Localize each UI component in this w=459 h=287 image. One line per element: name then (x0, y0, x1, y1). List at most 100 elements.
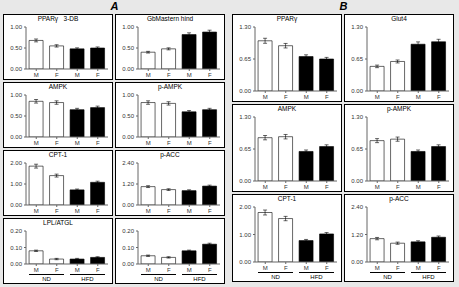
svg-text:1.00: 1.00 (10, 24, 22, 30)
svg-text:F: F (96, 208, 100, 214)
html-text:B: B (339, 0, 348, 12)
svg-text:0.00: 0.00 (239, 88, 251, 94)
svg-text:F: F (325, 184, 329, 190)
svg-text:F: F (167, 140, 171, 146)
svg-text:M: M (375, 184, 380, 190)
svg-text:F: F (437, 184, 441, 190)
svg-text:0.00: 0.00 (10, 66, 22, 72)
svg-text:F: F (55, 208, 59, 214)
svg-text:M: M (416, 94, 421, 100)
svg-text:0.00: 0.00 (122, 202, 134, 208)
svg-text:M: M (263, 184, 268, 190)
svg-text:F: F (55, 72, 59, 78)
svg-text:F: F (284, 184, 288, 190)
svg-text:1.20: 1.20 (122, 181, 134, 187)
svg-text:M: M (263, 94, 268, 100)
svg-text:1.00: 1.00 (10, 92, 22, 98)
svg-text:M: M (187, 267, 192, 273)
svg-text:M: M (75, 140, 80, 146)
svg-text:1.00: 1.00 (10, 181, 22, 187)
svg-text:F: F (437, 94, 441, 100)
svg-text:0.00: 0.00 (10, 261, 22, 267)
svg-text:1.00: 1.00 (122, 24, 134, 30)
svg-text:0.10: 0.10 (10, 245, 22, 251)
svg-text:F: F (208, 72, 212, 78)
svg-text:F: F (96, 267, 100, 273)
svg-text:M: M (34, 267, 39, 273)
svg-text:M: M (187, 72, 192, 78)
svg-text:0.00: 0.00 (351, 88, 363, 94)
svg-text:M: M (416, 265, 421, 271)
svg-text:F: F (396, 265, 400, 271)
svg-text:1.20: 1.20 (351, 232, 363, 238)
svg-text:F: F (284, 94, 288, 100)
svg-text:M: M (187, 140, 192, 146)
svg-text:M: M (375, 265, 380, 271)
svg-text:0.00: 0.00 (239, 178, 251, 184)
svg-text:F: F (167, 72, 171, 78)
svg-text:F: F (325, 265, 329, 271)
svg-text:0.20: 0.20 (10, 228, 22, 234)
svg-text:0.00: 0.00 (122, 66, 134, 72)
svg-text:F: F (208, 208, 212, 214)
svg-text:M: M (34, 208, 39, 214)
svg-text:F: F (396, 94, 400, 100)
svg-text:F: F (396, 184, 400, 190)
svg-text:0.65: 0.65 (351, 146, 363, 152)
svg-text:F: F (96, 72, 100, 78)
svg-text:M: M (263, 265, 268, 271)
svg-text:2.40: 2.40 (122, 160, 134, 166)
svg-text:1.30: 1.30 (239, 24, 251, 30)
svg-text:0.00: 0.00 (239, 259, 251, 265)
svg-text:M: M (304, 94, 309, 100)
html-text:A: A (110, 0, 119, 12)
svg-text:1.00: 1.00 (239, 232, 251, 238)
svg-text:1.30: 1.30 (351, 24, 363, 30)
svg-text:0.00: 0.00 (10, 134, 22, 140)
svg-text:0.50: 0.50 (10, 113, 22, 119)
svg-text:F: F (437, 265, 441, 271)
svg-text:F: F (55, 267, 59, 273)
svg-text:0.65: 0.65 (351, 56, 363, 62)
svg-text:M: M (34, 72, 39, 78)
svg-text:0.50: 0.50 (122, 45, 134, 51)
svg-text:0.50: 0.50 (10, 45, 22, 51)
svg-text:M: M (75, 208, 80, 214)
svg-text:M: M (187, 208, 192, 214)
svg-text:1.30: 1.30 (351, 114, 363, 120)
svg-text:F: F (167, 208, 171, 214)
svg-text:0.50: 0.50 (122, 113, 134, 119)
svg-text:F: F (208, 140, 212, 146)
svg-text:M: M (304, 184, 309, 190)
svg-text:M: M (146, 208, 151, 214)
svg-text:F: F (55, 140, 59, 146)
svg-text:M: M (146, 140, 151, 146)
svg-text:2.00: 2.00 (239, 204, 251, 210)
svg-text:0.00: 0.00 (122, 134, 134, 140)
svg-text:F: F (325, 94, 329, 100)
svg-text:1.30: 1.30 (239, 114, 251, 120)
svg-text:M: M (146, 267, 151, 273)
svg-text:2.40: 2.40 (351, 204, 363, 210)
svg-text:F: F (284, 265, 288, 271)
svg-text:0.20: 0.20 (122, 228, 134, 234)
svg-text:0.00: 0.00 (351, 178, 363, 184)
svg-text:M: M (146, 72, 151, 78)
svg-text:0.00: 0.00 (10, 202, 22, 208)
svg-text:0.65: 0.65 (239, 146, 251, 152)
svg-text:1.00: 1.00 (122, 92, 134, 98)
svg-text:2.00: 2.00 (10, 160, 22, 166)
svg-text:F: F (208, 267, 212, 273)
svg-text:M: M (75, 72, 80, 78)
svg-text:0.00: 0.00 (351, 259, 363, 265)
svg-text:0.10: 0.10 (122, 245, 134, 251)
svg-text:M: M (375, 94, 380, 100)
svg-text:F: F (167, 267, 171, 273)
svg-text:0.65: 0.65 (239, 56, 251, 62)
svg-text:M: M (75, 267, 80, 273)
svg-text:M: M (304, 265, 309, 271)
svg-text:M: M (416, 184, 421, 190)
svg-text:M: M (34, 140, 39, 146)
svg-text:F: F (96, 140, 100, 146)
svg-text:0.00: 0.00 (122, 261, 134, 267)
